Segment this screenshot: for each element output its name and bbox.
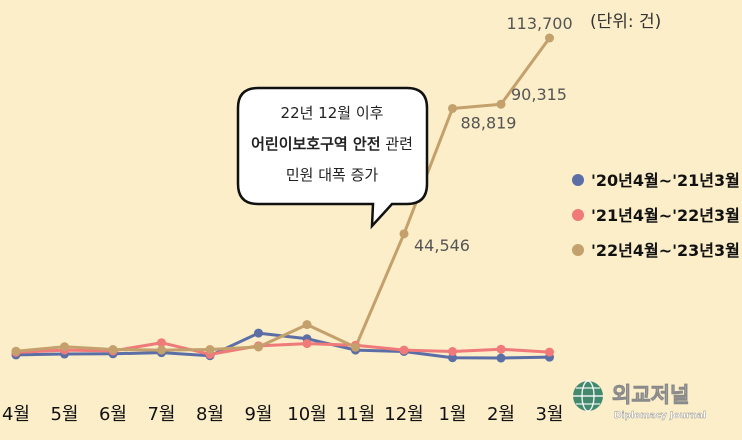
unit-note: (단위: 건) — [590, 12, 661, 32]
callout-line-2-bold: 어린이보호구역 안전 — [251, 135, 380, 153]
data-point-series-3-10 — [448, 103, 457, 113]
series-line-3 — [15, 37, 551, 353]
data-point-series-3-1 — [11, 346, 21, 356]
x-tick-label-5: 8월 — [196, 404, 224, 425]
data-labels-layer: 44,546 88,819 90,315 113,700 — [414, 14, 573, 255]
callout-bubble: 22년 12월 이후 어린이보호구역 안전 관련 민원 대폭 증가 — [236, 86, 429, 230]
callout-line-2: 어린이보호구역 안전 관련 — [251, 135, 413, 153]
x-tick-label-9: 12월 — [384, 404, 423, 425]
watermark-sub: Diplomacy Journal — [614, 411, 706, 421]
x-tick-label-11: 2월 — [487, 404, 515, 425]
x-tick-label-6: 9월 — [244, 404, 272, 425]
x-tick-label-7: 10월 — [287, 404, 326, 425]
x-tick-label-10: 1월 — [438, 404, 466, 425]
data-point-series-3-11 — [496, 99, 506, 109]
data-point-series-2-9 — [399, 345, 409, 355]
x-tick-label-3: 6월 — [99, 404, 127, 425]
data-point-series-3-2 — [60, 342, 69, 352]
data-label-3: 90,315 — [511, 85, 567, 104]
data-point-series-2-11 — [496, 344, 506, 354]
x-tick-label-2: 5월 — [50, 404, 78, 425]
data-point-series-3-6 — [254, 342, 263, 352]
legend-marker-series-2 — [572, 209, 584, 221]
callout-line-2-rest: 관련 — [381, 135, 413, 153]
data-point-series-3-9 — [399, 229, 409, 239]
data-point-series-2-10 — [448, 347, 457, 357]
x-tick-label-8: 11월 — [336, 404, 375, 425]
callout-line-1: 22년 12월 이후 — [281, 104, 384, 122]
data-point-series-3-4 — [157, 345, 166, 355]
legend-label-series-1: '20년4월~'21년3월 — [591, 171, 740, 190]
x-tick-label-4: 7월 — [147, 404, 175, 425]
watermark-logo: 외교저널 Diplomacy Journal — [573, 380, 706, 421]
data-point-series-3-7 — [302, 320, 312, 330]
legend-marker-series-3 — [572, 244, 584, 256]
data-point-series-3-12 — [545, 33, 554, 43]
legend-label-series-2: '21년4월~'22년3월 — [591, 206, 740, 225]
data-label-4: 113,700 — [507, 14, 573, 33]
x-tick-label-1: 4월 — [2, 404, 30, 425]
watermark-name: 외교저널 — [612, 383, 689, 407]
x-tick-label-12: 3월 — [535, 404, 563, 425]
legend-label-series-3: '22년4월~'23년3월 — [591, 241, 740, 260]
data-point-series-3-5 — [205, 345, 215, 355]
series-layer — [11, 33, 554, 363]
data-point-series-2-4 — [157, 338, 166, 348]
x-axis-ticks: 4월 5월 6월 7월 8월 9월 10월 11월 12월 1월 2월 3월 — [2, 404, 564, 425]
data-point-series-2-7 — [302, 339, 312, 349]
data-point-series-2-12 — [545, 347, 554, 357]
callout-line-3: 민원 대폭 증가 — [286, 166, 379, 184]
legend-marker-series-1 — [572, 174, 584, 186]
data-point-series-1-11 — [496, 353, 506, 363]
data-point-series-3-3 — [108, 345, 118, 355]
legend: '20년4월~'21년3월 '21년4월~'22년3월 '22년4월~'23년3… — [572, 171, 740, 260]
series-line-2 — [15, 341, 550, 356]
data-label-2: 88,819 — [461, 113, 517, 132]
data-point-series-3-8 — [351, 342, 360, 352]
data-point-series-1-6 — [254, 328, 263, 338]
data-label-1: 44,546 — [414, 236, 470, 255]
data-point-series-1-10 — [448, 353, 457, 363]
